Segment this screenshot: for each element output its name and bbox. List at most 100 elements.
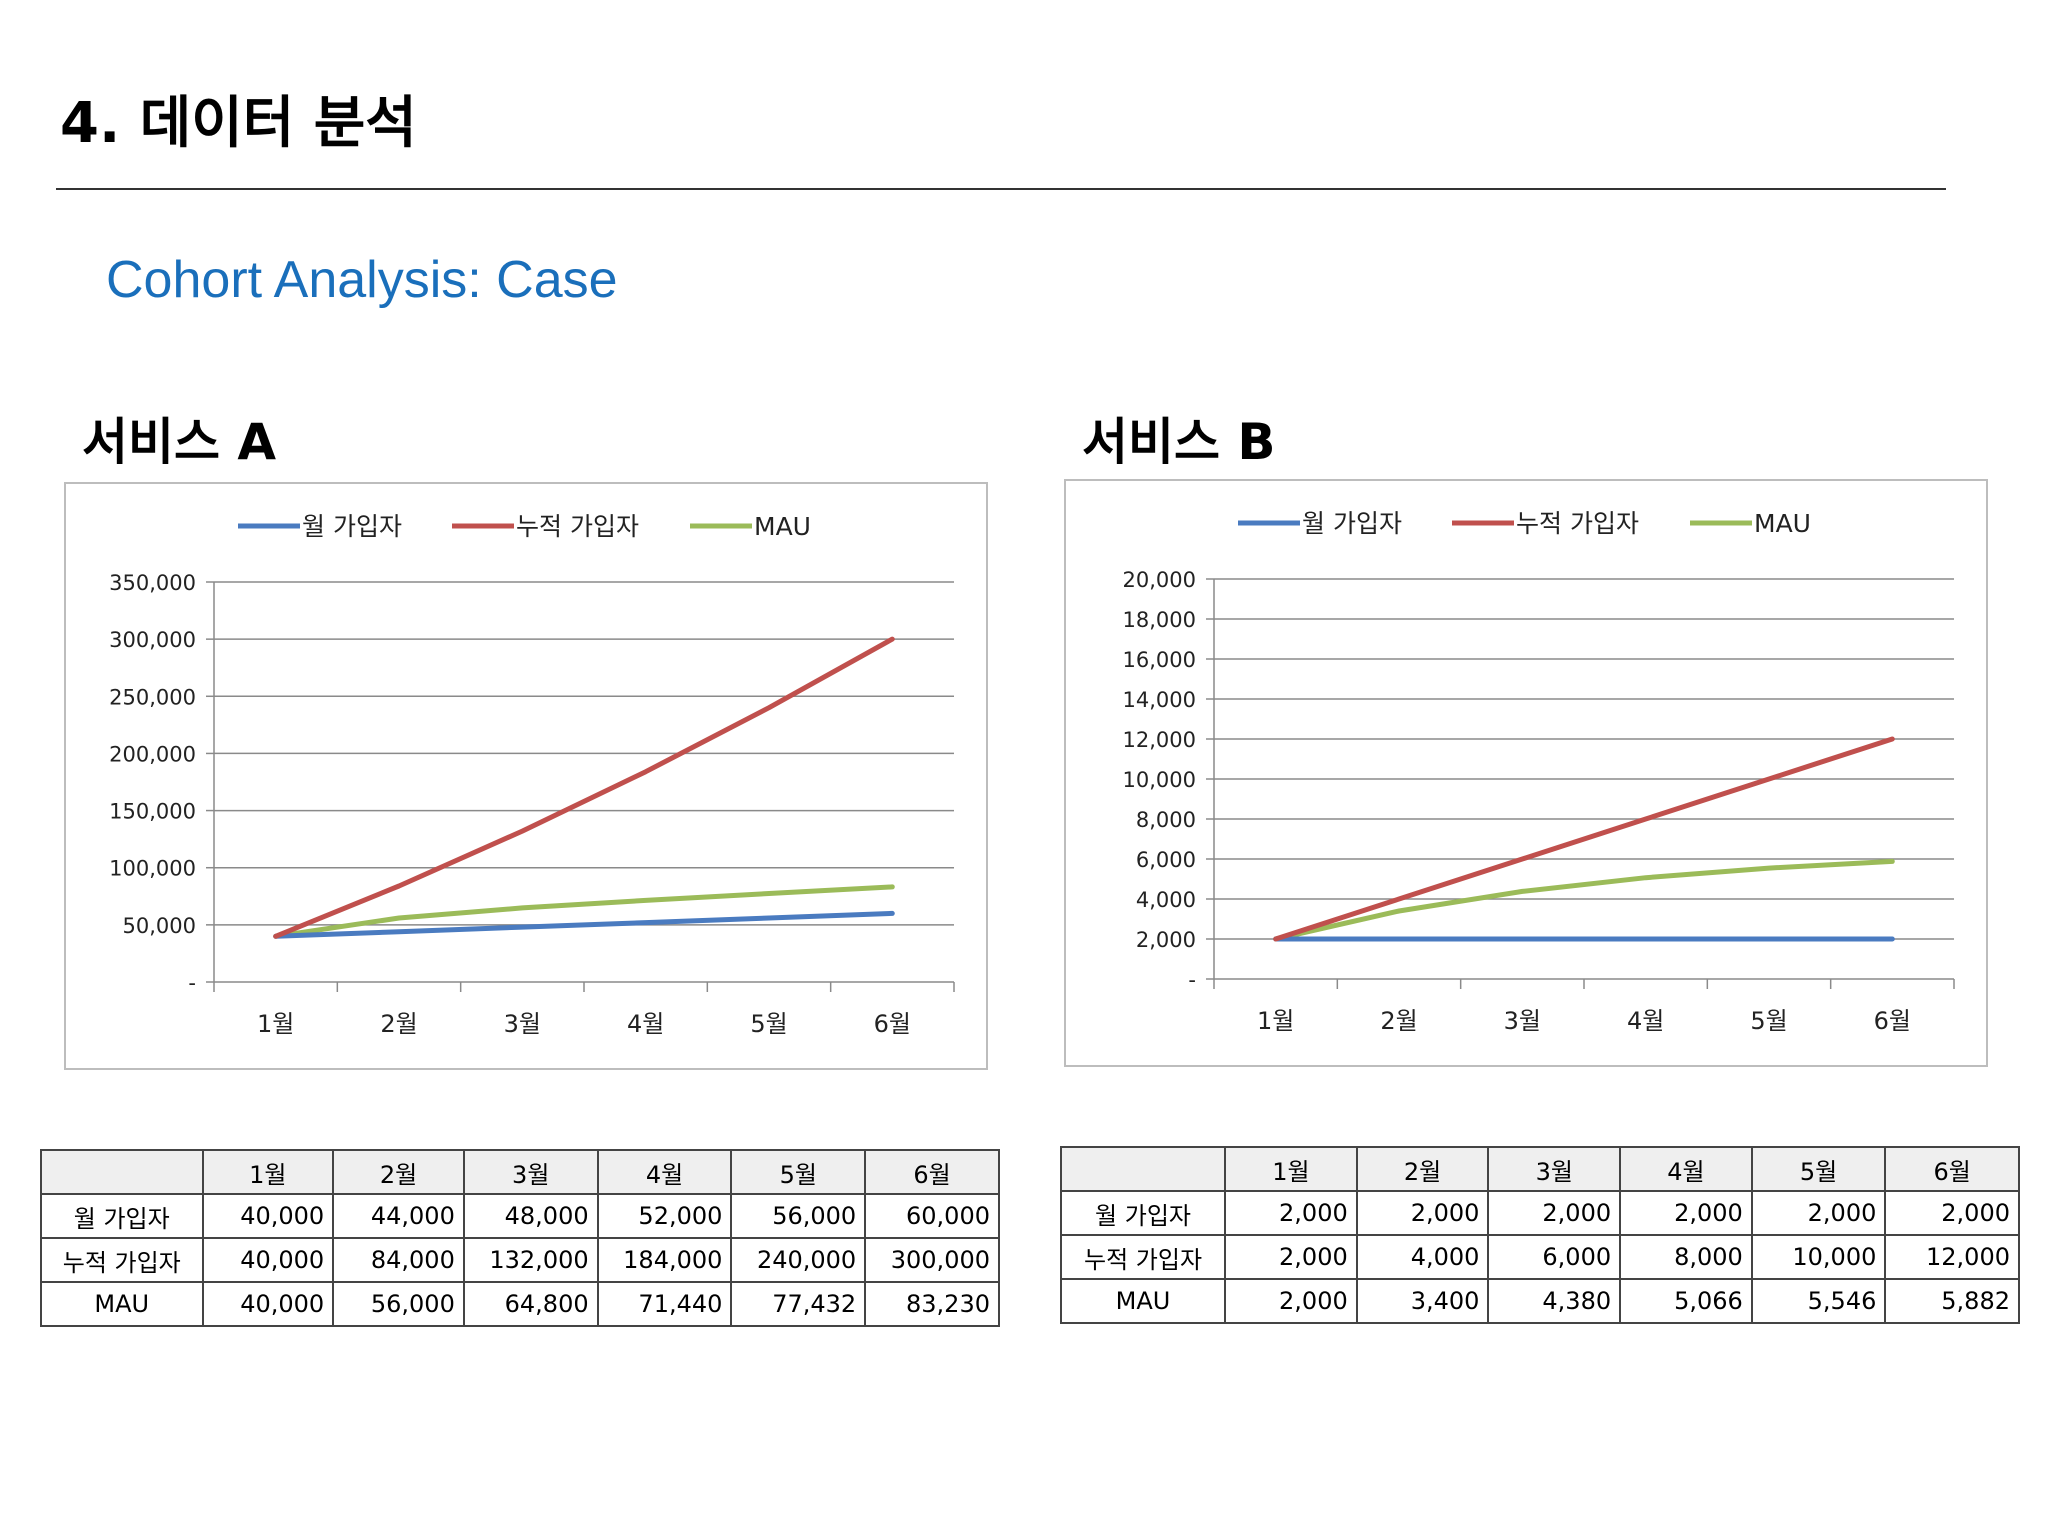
y-tick-label: 18,000 (1123, 608, 1196, 632)
table-cell: 4,380 (1487, 1278, 1622, 1324)
x-tick-label: 5월 (750, 1010, 787, 1038)
y-tick-label: 10,000 (1123, 768, 1196, 792)
legend-label-monthly: 월 가입자 (1302, 509, 1402, 538)
table-cell: 83,230 (864, 1281, 1000, 1327)
table-header-cell: 5월 (730, 1149, 867, 1195)
x-tick-label: 1월 (1257, 1007, 1294, 1035)
y-tick-label: 20,000 (1123, 568, 1196, 592)
x-tick-label: 1월 (257, 1010, 294, 1038)
x-tick-label: 3월 (1504, 1007, 1541, 1035)
y-tick-label: 2,000 (1136, 928, 1196, 952)
x-tick-label: 4월 (1627, 1007, 1664, 1035)
table-header-cell: 2월 (1355, 1146, 1490, 1192)
y-tick-label: 6,000 (1136, 848, 1196, 872)
table-corner-cell (1059, 1146, 1227, 1192)
x-tick-label: 2월 (1380, 1007, 1417, 1035)
series-line-cumulative (273, 636, 895, 939)
x-tick-label: 4월 (627, 1010, 664, 1038)
table-cell: 77,432 (730, 1281, 867, 1327)
series-line-mau (273, 884, 895, 939)
table-cell: 44,000 (332, 1193, 465, 1239)
service-b-label: 서비스 B (1082, 413, 1276, 471)
x-tick-label: 2월 (380, 1010, 417, 1038)
table-row: MAU 40,000 56,000 64,800 71,440 77,432 83,230 (40, 1281, 1000, 1327)
table-cell: 64,800 (462, 1281, 599, 1327)
table-cell: 2,000 (1224, 1278, 1358, 1324)
table-row-header: 월 가입자 (40, 1193, 204, 1239)
table-cell: 2,000 (1224, 1190, 1358, 1236)
table-row-header: 누적 가입자 (40, 1237, 204, 1283)
x-tick-label: 6월 (874, 1010, 911, 1038)
table-header-cell: 1월 (201, 1149, 335, 1195)
series-line-mau (1273, 858, 1895, 942)
y-tick-label: - (188, 971, 196, 995)
legend-label-mau: MAU (754, 512, 811, 541)
table-cell: 5,546 (1750, 1278, 1887, 1324)
x-tick-label: 6월 (1874, 1007, 1911, 1035)
legend-label-cumulative: 누적 가입자 (1516, 509, 1639, 538)
table-cell: 3,400 (1355, 1278, 1490, 1324)
table-header-cell: 1월 (1224, 1146, 1358, 1192)
table-row: 누적 가입자 40,000 84,000 132,000 184,000 240,000 3… (40, 1237, 1000, 1283)
y-tick-label: 8,000 (1136, 808, 1196, 832)
table-cell: 60,000 (864, 1193, 1000, 1239)
table-cell: 2,000 (1487, 1190, 1622, 1236)
table-cell: 52,000 (596, 1193, 733, 1239)
table-header-cell: 3월 (1487, 1146, 1622, 1192)
table-cell: 8,000 (1619, 1234, 1753, 1280)
table-cell: 5,066 (1619, 1278, 1753, 1324)
table-header-row: 1월 2월 3월 4월 5월 6월 (40, 1149, 1000, 1195)
table-cell: 40,000 (201, 1281, 335, 1327)
table-row-header: 누적 가입자 (1059, 1234, 1227, 1280)
table-header-cell: 2월 (332, 1149, 465, 1195)
table-header-cell: 5월 (1750, 1146, 1887, 1192)
table-header-cell: 6월 (1884, 1146, 2020, 1192)
y-tick-label: 16,000 (1123, 648, 1196, 672)
table-cell: 184,000 (596, 1237, 733, 1283)
table-row-header: MAU (1059, 1278, 1227, 1324)
table-cell: 71,440 (596, 1281, 733, 1327)
chart-service-a: 월 가입자 누적 가입자 MAU - 50,000 100,000 150,000 200,0… (64, 482, 988, 1070)
table-cell: 4,000 (1355, 1234, 1490, 1280)
table-cell: 56,000 (332, 1281, 465, 1327)
table-service-a: 1월 2월 3월 4월 5월 6월 월 가입자 40,000 44,000 48,000 52,00… (40, 1149, 1000, 1327)
table-cell: 56,000 (730, 1193, 867, 1239)
table-row: 월 가입자 2,000 2,000 2,000 2,000 2,000 2,000 (1059, 1190, 2020, 1236)
chart-service-b-svg: 월 가입자 누적 가입자 MAU - 2,000 4,000 6,000 8,000 10,00… (1123, 509, 1955, 1035)
service-a-label: 서비스 A (82, 413, 277, 471)
y-tick-label: 200,000 (109, 742, 196, 766)
x-tick-label: 5월 (1750, 1007, 1787, 1035)
table-cell: 132,000 (462, 1237, 599, 1283)
title-divider (56, 188, 1946, 190)
table-cell: 10,000 (1750, 1234, 1887, 1280)
table-cell: 300,000 (864, 1237, 1000, 1283)
y-tick-label: 12,000 (1123, 728, 1196, 752)
y-tick-label: 100,000 (109, 857, 196, 881)
table-cell: 2,000 (1224, 1234, 1358, 1280)
y-tick-label: 250,000 (109, 685, 196, 709)
y-tick-label: 4,000 (1136, 888, 1196, 912)
section-subtitle: Cohort Analysis: Case (106, 251, 618, 309)
table-cell: 240,000 (730, 1237, 867, 1283)
table-header-cell: 4월 (1619, 1146, 1753, 1192)
table-row: 누적 가입자 2,000 4,000 6,000 8,000 10,000 12,000 (1059, 1234, 2020, 1280)
table-cell: 2,000 (1750, 1190, 1887, 1236)
table-cell: 48,000 (462, 1193, 599, 1239)
series-line-cumulative (1273, 736, 1895, 942)
table-cell: 2,000 (1355, 1190, 1490, 1236)
table-cell: 12,000 (1884, 1234, 2020, 1280)
table-cell: 84,000 (332, 1237, 465, 1283)
y-tick-label: 300,000 (109, 628, 196, 652)
y-tick-label: - (1188, 968, 1196, 992)
chart-service-b: 월 가입자 누적 가입자 MAU - 2,000 4,000 6,000 8,000 10,00… (1064, 479, 1988, 1067)
y-tick-label: 350,000 (109, 571, 196, 595)
y-tick-label: 50,000 (123, 914, 196, 938)
table-cell: 40,000 (201, 1193, 335, 1239)
chart-service-a-svg: 월 가입자 누적 가입자 MAU - 50,000 100,000 150,000 200,0… (109, 512, 955, 1038)
table-header-cell: 6월 (864, 1149, 1000, 1195)
table-row-header: 월 가입자 (1059, 1190, 1227, 1236)
table-header-cell: 3월 (462, 1149, 599, 1195)
legend-label-mau: MAU (1754, 509, 1811, 538)
y-tick-label: 150,000 (109, 800, 196, 824)
page-title: 4. 데이터 분석 (60, 91, 417, 156)
